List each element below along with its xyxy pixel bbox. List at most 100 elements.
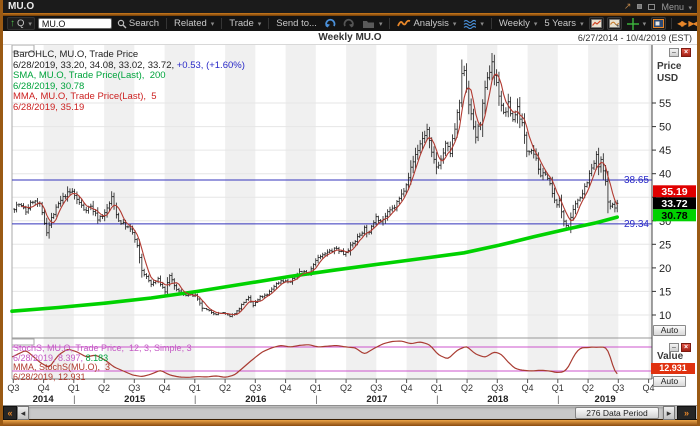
year-label: 2015 <box>124 394 146 405</box>
chart-options-icon <box>608 19 620 28</box>
quarter-label: Q2 <box>98 383 110 393</box>
quarter-label: Q4 <box>159 383 171 393</box>
quarter-band <box>467 45 498 379</box>
chevron-down-icon: ▾ <box>452 20 457 28</box>
chevron-down-icon: ▾ <box>688 4 692 12</box>
chart-title: Weekly MU.O <box>318 32 382 43</box>
legend-line: MMA, StochS(MU.O), 3 <box>13 362 111 372</box>
price-legend: BarOHLC, MU.O, Trade Price 6/28/2019, 33.… <box>13 49 245 113</box>
legend-line: BarOHLC, MU.O, Trade Price <box>13 49 139 60</box>
price-badge-label: 33.72 <box>661 198 687 210</box>
quarter-label: Q2 <box>219 383 231 393</box>
quarter-label: Q3 <box>370 383 382 393</box>
scrollbar-thumb[interactable]: 276 Data Period <box>575 407 659 419</box>
waves-icon <box>463 19 477 29</box>
year-separator: | <box>436 394 438 404</box>
scroll-right-button[interactable]: ▸ <box>663 406 675 420</box>
legend-line: 6/28/2019, 12.931 <box>13 371 86 382</box>
layers-menu[interactable]: ▾ <box>461 19 486 29</box>
quote-widget: ↑ Q ▾ <box>7 17 35 30</box>
popout-arrow-icon[interactable]: ↗ <box>623 1 632 11</box>
price-tick-label: 15 <box>659 286 671 298</box>
close-panel-icon[interactable]: × <box>681 48 691 57</box>
minimize-panel-icon[interactable]: – <box>669 48 679 57</box>
quarter-band <box>588 45 619 379</box>
chart-plot[interactable]: 38.6529.345550454035302520151035.1933.72… <box>3 45 697 405</box>
minimize-panel-icon[interactable]: – <box>669 343 679 352</box>
quarter-band <box>285 45 316 379</box>
compress-horizontal-icon[interactable]: ▶◀ <box>688 19 697 28</box>
related-menu[interactable]: Related ▾ <box>174 18 215 29</box>
legend-line: SMA, MU.O, Trade Price(Last), 200 <box>13 70 166 81</box>
quarter-band <box>406 45 437 379</box>
pin-icon[interactable] <box>637 4 643 9</box>
quarter-band <box>225 45 256 379</box>
panel-resize-tab[interactable] <box>11 45 35 53</box>
expand-horizontal-icon[interactable]: ◀▶ <box>677 19 687 28</box>
analysis-wave-icon <box>397 19 411 27</box>
price-tick-label: 10 <box>659 310 671 322</box>
search-icon <box>117 19 127 28</box>
scrollbar-track[interactable] <box>29 407 663 419</box>
year-label: 2017 <box>366 394 387 405</box>
year-label: 2019 <box>595 394 616 405</box>
chevron-down-icon: ▾ <box>580 20 584 28</box>
interval-selector[interactable]: Weekly ▾ <box>498 18 538 29</box>
stoch-panel-controls: – × <box>669 343 691 352</box>
price-axis-auto-button[interactable]: Auto <box>653 325 686 336</box>
quarter-label: Q2 <box>582 383 594 393</box>
legend-line: MMA, MU.O, Trade Price(Last), 5 <box>13 91 157 102</box>
chevron-down-icon: ▾ <box>480 20 484 28</box>
menu-button[interactable]: Menu ▾ <box>661 1 692 12</box>
ohlc-bars <box>13 53 619 318</box>
open-folder-button[interactable]: ▾ <box>360 19 385 29</box>
chart-options-button[interactable] <box>606 17 622 30</box>
annotation-button[interactable] <box>651 17 667 30</box>
quarter-label: Q4 <box>280 383 292 393</box>
panel-resize-tab[interactable] <box>11 338 35 346</box>
price-badge <box>653 209 696 222</box>
symbol-input[interactable] <box>37 18 112 29</box>
scroll-far-left-button[interactable]: « <box>3 406 17 420</box>
year-label: 2016 <box>245 394 266 405</box>
price-badge-label: 30.78 <box>661 210 687 222</box>
chart-style-button[interactable] <box>588 17 604 30</box>
year-separator: | <box>557 394 559 404</box>
quote-type-label: Q <box>17 18 25 29</box>
time-scrollbar[interactable]: « ◂ 276 Data Period ▸ » <box>3 405 697 420</box>
year-separator: | <box>315 394 317 404</box>
quarter-band <box>164 45 195 379</box>
year-label: 2018 <box>487 394 508 405</box>
price-tick-label: 25 <box>659 239 671 251</box>
quarter-band <box>648 45 652 379</box>
analysis-menu[interactable]: Analysis ▾ <box>395 18 458 29</box>
quarter-label: Q4 <box>522 383 534 393</box>
chevron-down-icon: ▾ <box>210 20 215 28</box>
window-icon[interactable] <box>648 3 656 10</box>
chart-window: Weekly MU.O 6/27/2014 - 10/4/2019 (EST) … <box>3 31 697 420</box>
legend-line: 6/28/2019, 35.19 <box>13 101 85 113</box>
stoch-axis-auto-button[interactable]: Auto <box>653 376 686 387</box>
scroll-far-right-button[interactable]: » <box>677 406 696 420</box>
trade-menu[interactable]: Trade ▾ <box>229 18 262 29</box>
quarter-label: Q2 <box>340 383 352 393</box>
legend-line: 6/28/2019, 30.78 <box>13 80 85 92</box>
close-panel-icon[interactable]: × <box>681 343 691 352</box>
undo-button[interactable] <box>322 18 338 29</box>
chevron-down-icon[interactable]: ▾ <box>28 20 32 28</box>
quarter-label: Q1 <box>552 383 564 393</box>
range-selector[interactable]: 5 Years ▾ <box>544 18 584 29</box>
crosshair-tool[interactable]: ▾ <box>625 17 649 30</box>
crosshair-icon <box>626 17 639 30</box>
stoch-axis-title: Value <box>657 351 684 362</box>
price-tick-label: 50 <box>659 122 671 134</box>
redo-button[interactable] <box>341 18 357 29</box>
year-separator: | <box>194 394 196 404</box>
quarter-label: Q1 <box>431 383 443 393</box>
accent-divider <box>3 13 697 16</box>
quarter-label: Q4 <box>401 383 413 393</box>
send-to-button[interactable]: Send to... <box>276 18 317 29</box>
search-button[interactable]: Search <box>115 18 161 29</box>
scroll-left-button[interactable]: ◂ <box>17 406 29 420</box>
